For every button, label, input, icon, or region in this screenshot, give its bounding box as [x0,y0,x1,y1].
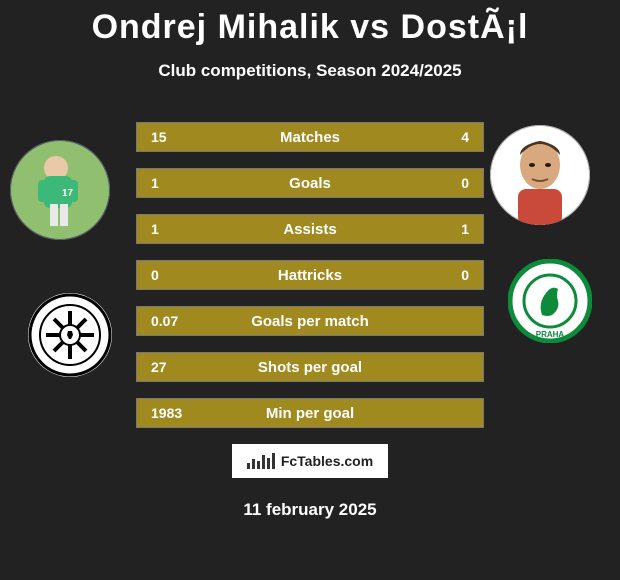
stat-label: Hattricks [137,267,483,284]
page-subtitle: Club competitions, Season 2024/2025 [0,61,620,81]
footer-date: 11 february 2025 [0,500,620,520]
club-left-crest-icon [28,293,112,377]
stat-row-assists: 1 Assists 1 [136,214,484,244]
stat-row-shots-per-goal: 27 Shots per goal [136,352,484,382]
stat-row-goals-per-match: 0.07 Goals per match [136,306,484,336]
stat-label: Goals per match [137,313,483,330]
stat-label: Assists [137,221,483,238]
stats-container: 15 Matches 4 1 Goals 0 1 Assists 1 0 Hat… [136,122,484,444]
footer-brand-logo: FcTables.com [232,444,388,478]
club-right-logo: PRAHA [508,259,592,343]
player-right-avatar [490,125,590,225]
stat-value-right: 0 [461,267,469,283]
page-title: Ondrej Mihalik vs DostÃ¡l [0,0,620,47]
stat-label: Shots per goal [137,359,483,376]
stat-label: Goals [137,175,483,192]
svg-text:PRAHA: PRAHA [536,330,565,339]
player-left-photo-icon: 17 [10,140,110,240]
stat-value-right: 0 [461,175,469,191]
bar-chart-icon [247,453,275,469]
stat-row-goals: 1 Goals 0 [136,168,484,198]
player-right-photo-icon [490,125,590,225]
stat-row-min-per-goal: 1983 Min per goal [136,398,484,428]
player-left-avatar: 17 [10,140,110,240]
stat-row-matches: 15 Matches 4 [136,122,484,152]
club-right-crest-icon: PRAHA [508,259,592,343]
footer-brand-text: FcTables.com [281,453,373,469]
club-left-logo [28,293,112,377]
svg-text:17: 17 [62,188,74,199]
stat-row-hattricks: 0 Hattricks 0 [136,260,484,290]
stat-value-right: 4 [461,129,469,145]
stat-label: Min per goal [137,405,483,422]
stat-label: Matches [137,129,483,146]
stat-value-right: 1 [461,221,469,237]
